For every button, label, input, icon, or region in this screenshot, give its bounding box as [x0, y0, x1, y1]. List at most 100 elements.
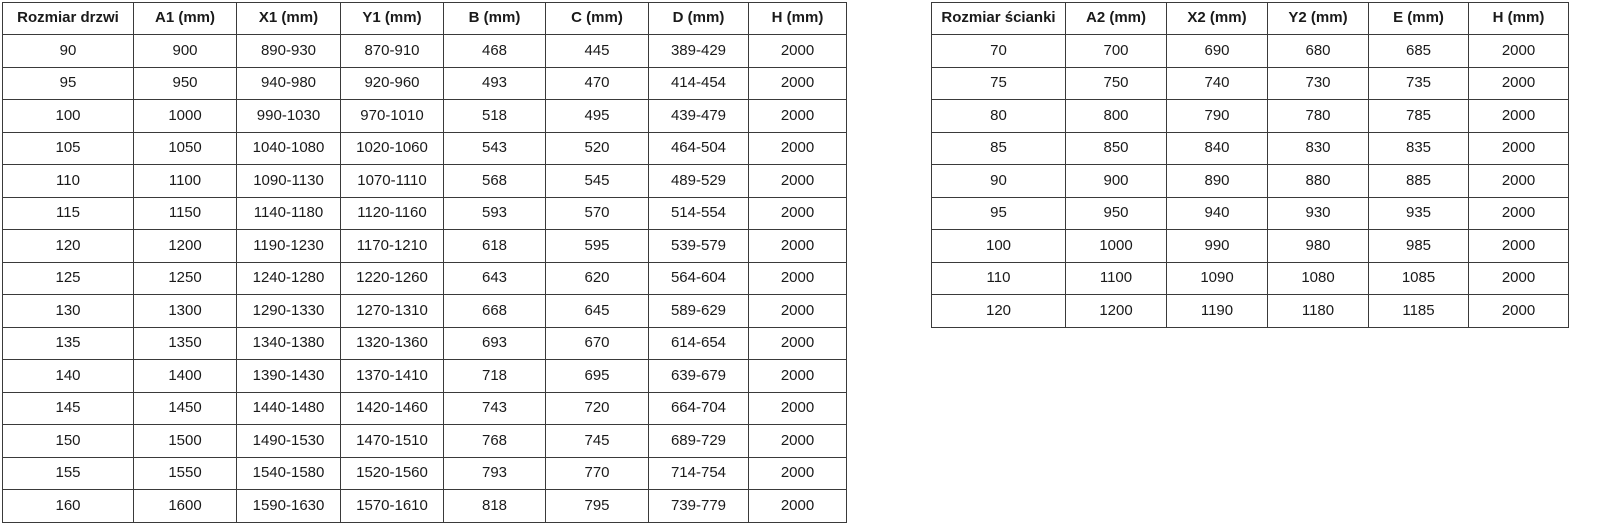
table-cell: 785 — [1368, 99, 1469, 133]
walls-table-header: Rozmiar ścianki A2 (mm) X2 (mm) Y2 (mm) E (m… — [931, 2, 1569, 35]
table-cell: 680 — [1267, 34, 1369, 68]
table-cell: 105 — [2, 131, 134, 165]
table-cell: 135 — [2, 326, 134, 360]
table-row: 140 1400 1390-1430 1370-1410 718 695 639-679 20… — [2, 359, 847, 393]
table-row: 90 900 890 880 885 2000 — [931, 164, 1569, 198]
table-row: 150 1500 1490-1530 1470-1510 768 745 689-729 20… — [2, 424, 847, 458]
table-cell: 2000 — [748, 489, 847, 523]
table-cell: 1120-1160 — [340, 196, 444, 230]
table-cell: 85 — [931, 131, 1066, 165]
table-cell: 2000 — [1468, 131, 1569, 165]
table-cell: 160 — [2, 489, 134, 523]
table-cell: 1600 — [133, 489, 237, 523]
table-cell: 793 — [443, 456, 546, 490]
table-row: 130 1300 1290-1330 1270-1310 668 645 589-629 20… — [2, 294, 847, 328]
table-cell: 620 — [545, 261, 649, 295]
table-cell: 885 — [1368, 164, 1469, 198]
table-row: 85 850 840 830 835 2000 — [931, 131, 1569, 165]
table-cell: 900 — [1065, 164, 1167, 198]
column-header: C (mm) — [545, 2, 649, 35]
table-cell: 2000 — [748, 196, 847, 230]
table-cell: 1050 — [133, 131, 237, 165]
table-cell: 389-429 — [648, 34, 749, 68]
table-row: 155 1550 1540-1580 1520-1560 793 770 714-754 20… — [2, 456, 847, 490]
table-cell: 750 — [1065, 66, 1167, 100]
table-cell: 985 — [1368, 229, 1469, 263]
table-row: 105 1050 1040-1080 1020-1060 543 520 464-504 20… — [2, 131, 847, 165]
table-row: 120 1200 1190-1230 1170-1210 618 595 539-579 20… — [2, 229, 847, 263]
table-cell: 1020-1060 — [340, 131, 444, 165]
table-cell: 940-980 — [236, 66, 341, 100]
table-cell: 890-930 — [236, 34, 341, 68]
table-cell: 668 — [443, 294, 546, 328]
table-cell: 564-604 — [648, 261, 749, 295]
table-cell: 110 — [931, 261, 1066, 295]
table-cell: 470 — [545, 66, 649, 100]
table-cell: 739-779 — [648, 489, 749, 523]
table-cell: 700 — [1065, 34, 1167, 68]
table-cell: 2000 — [1468, 99, 1569, 133]
table-cell: 770 — [545, 456, 649, 490]
doors-dimensions-table: Rozmiar drzwi A1 (mm) X1 (mm) Y1 (mm) B (mm)… — [2, 2, 847, 523]
table-cell: 568 — [443, 164, 546, 198]
table-cell: 2000 — [1468, 34, 1569, 68]
table-cell: 2000 — [748, 391, 847, 425]
table-cell: 150 — [2, 424, 134, 458]
table-cell: 643 — [443, 261, 546, 295]
table-cell: 2000 — [748, 294, 847, 328]
table-row: 75 750 740 730 735 2000 — [931, 66, 1569, 100]
table-header-row: Rozmiar drzwi A1 (mm) X1 (mm) Y1 (mm) B (mm)… — [2, 2, 847, 35]
table-header-row: Rozmiar ścianki A2 (mm) X2 (mm) Y2 (mm) E (m… — [931, 2, 1569, 35]
table-cell: 80 — [931, 99, 1066, 133]
table-cell: 1190 — [1166, 294, 1268, 328]
table-cell: 1100 — [1065, 261, 1167, 295]
table-cell: 539-579 — [648, 229, 749, 263]
table-cell: 1040-1080 — [236, 131, 341, 165]
table-cell: 2000 — [748, 164, 847, 198]
table-cell: 100 — [2, 99, 134, 133]
table-cell: 2000 — [748, 66, 847, 100]
table-cell: 2000 — [748, 34, 847, 68]
table-cell: 1190-1230 — [236, 229, 341, 263]
table-cell: 790 — [1166, 99, 1268, 133]
table-cell: 645 — [545, 294, 649, 328]
table-cell: 140 — [2, 359, 134, 393]
table-cell: 70 — [931, 34, 1066, 68]
table-row: 135 1350 1340-1380 1320-1360 693 670 614-654 20… — [2, 326, 847, 360]
table-cell: 950 — [133, 66, 237, 100]
table-cell: 1470-1510 — [340, 424, 444, 458]
table-cell: 589-629 — [648, 294, 749, 328]
table-cell: 1080 — [1267, 261, 1369, 295]
table-row: 145 1450 1440-1480 1420-1460 743 720 664-704 20… — [2, 391, 847, 425]
table-row: 110 1100 1090-1130 1070-1110 568 545 489-529 20… — [2, 164, 847, 198]
table-cell: 800 — [1065, 99, 1167, 133]
table-cell: 1320-1360 — [340, 326, 444, 360]
table-cell: 545 — [545, 164, 649, 198]
table-cell: 745 — [545, 424, 649, 458]
column-header: E (mm) — [1368, 2, 1469, 35]
table-cell: 1200 — [133, 229, 237, 263]
table-cell: 1250 — [133, 261, 237, 295]
table-row: 110 1100 1090 1080 1085 2000 — [931, 261, 1569, 295]
table-cell: 1090 — [1166, 261, 1268, 295]
column-header: D (mm) — [648, 2, 749, 35]
column-header: H (mm) — [1468, 2, 1569, 35]
table-cell: 120 — [2, 229, 134, 263]
table-cell: 735 — [1368, 66, 1469, 100]
table-row: 115 1150 1140-1180 1120-1160 593 570 514-554 20… — [2, 196, 847, 230]
table-cell: 2000 — [748, 359, 847, 393]
table-row: 70 700 690 680 685 2000 — [931, 34, 1569, 68]
doors-table-body: 90 900 890-930 870-910 468 445 389-429 2000 95 95… — [2, 34, 847, 523]
table-cell: 593 — [443, 196, 546, 230]
table-cell: 2000 — [748, 456, 847, 490]
table-cell: 2000 — [748, 99, 847, 133]
table-cell: 930 — [1267, 196, 1369, 230]
table-cell: 795 — [545, 489, 649, 523]
column-header: B (mm) — [443, 2, 546, 35]
table-cell: 990-1030 — [236, 99, 341, 133]
column-header: Y2 (mm) — [1267, 2, 1369, 35]
table-cell: 670 — [545, 326, 649, 360]
table-cell: 685 — [1368, 34, 1469, 68]
table-cell: 1500 — [133, 424, 237, 458]
